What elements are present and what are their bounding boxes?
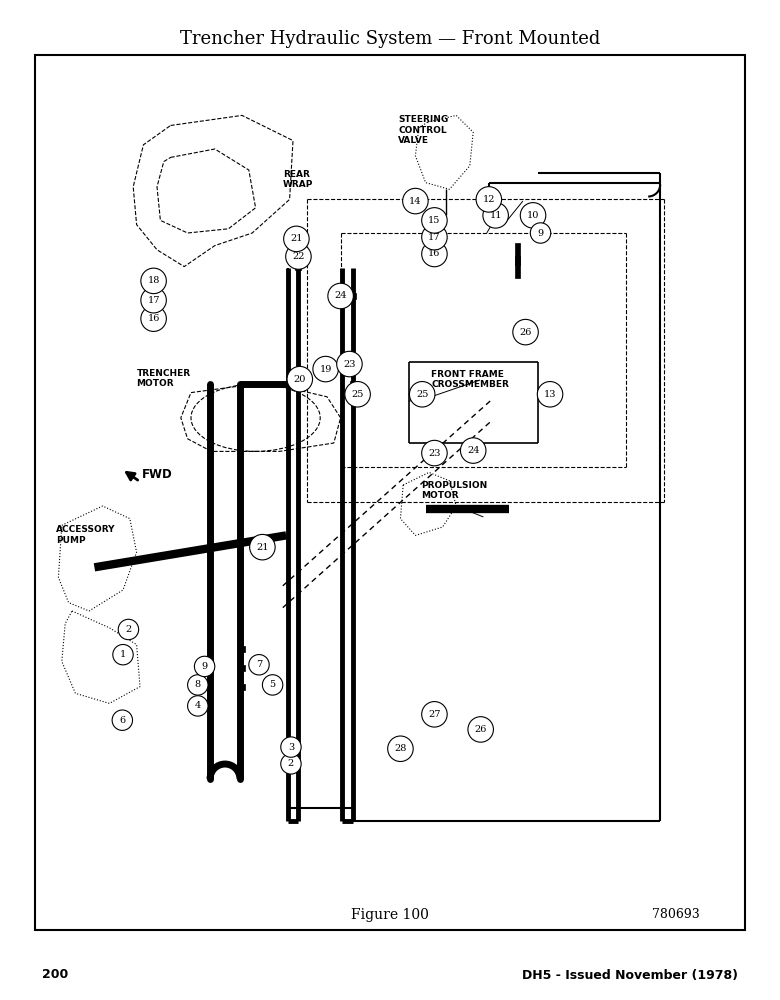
Circle shape <box>422 208 447 233</box>
Text: 25: 25 <box>352 390 363 399</box>
Circle shape <box>537 382 563 407</box>
Circle shape <box>328 283 353 309</box>
Circle shape <box>119 619 139 640</box>
Circle shape <box>313 356 339 382</box>
Text: ACCESSORY
PUMP: ACCESSORY PUMP <box>56 525 116 545</box>
Circle shape <box>281 754 301 774</box>
Text: 17: 17 <box>428 233 441 242</box>
Text: 200: 200 <box>42 968 69 982</box>
Text: 26: 26 <box>519 328 532 337</box>
Circle shape <box>249 655 269 675</box>
Bar <box>296 381 301 387</box>
Text: 13: 13 <box>544 390 556 399</box>
Circle shape <box>520 203 546 228</box>
Bar <box>296 264 301 270</box>
Circle shape <box>112 710 133 730</box>
Text: 14: 14 <box>410 197 422 206</box>
Circle shape <box>113 644 133 665</box>
Text: 16: 16 <box>147 314 160 323</box>
Circle shape <box>512 319 538 345</box>
Circle shape <box>262 675 283 695</box>
Text: 21: 21 <box>256 543 268 552</box>
Bar <box>350 293 356 299</box>
Text: 19: 19 <box>320 365 331 374</box>
Text: 17: 17 <box>147 296 160 305</box>
Circle shape <box>410 382 435 407</box>
Bar <box>516 256 520 278</box>
Text: 12: 12 <box>483 195 495 204</box>
Text: FRONT FRAME
CROSSMEMBER: FRONT FRAME CROSSMEMBER <box>431 370 509 389</box>
Text: 780693: 780693 <box>652 908 700 922</box>
Circle shape <box>530 223 551 243</box>
Text: 4: 4 <box>195 701 201 710</box>
Text: TRENCHER
MOTOR: TRENCHER MOTOR <box>136 369 191 388</box>
Bar <box>35 55 745 930</box>
Bar <box>239 646 245 652</box>
Circle shape <box>468 717 494 742</box>
Circle shape <box>141 268 166 294</box>
Circle shape <box>188 675 208 695</box>
Text: 20: 20 <box>293 375 306 384</box>
Circle shape <box>402 188 428 214</box>
Circle shape <box>422 440 447 466</box>
Text: 8: 8 <box>195 680 201 689</box>
Text: STEERING
CONTROL
VALVE: STEERING CONTROL VALVE <box>399 115 448 145</box>
Bar <box>350 381 356 387</box>
Text: 27: 27 <box>428 710 441 719</box>
Text: PROPULSION
MOTOR: PROPULSION MOTOR <box>421 481 487 500</box>
Circle shape <box>250 534 275 560</box>
Text: 1: 1 <box>120 650 126 659</box>
Circle shape <box>422 224 447 250</box>
Text: 23: 23 <box>343 360 356 369</box>
Circle shape <box>285 244 311 269</box>
Circle shape <box>281 737 301 757</box>
Text: 24: 24 <box>335 292 347 300</box>
Text: Trencher Hydraulic System — Front Mounted: Trencher Hydraulic System — Front Mounte… <box>180 30 600 48</box>
Circle shape <box>422 241 447 267</box>
Text: FWD: FWD <box>142 468 173 481</box>
Circle shape <box>345 382 370 407</box>
Circle shape <box>141 287 166 313</box>
Text: 23: 23 <box>428 449 441 458</box>
Circle shape <box>422 702 447 727</box>
Bar <box>239 665 245 671</box>
Text: 2: 2 <box>126 625 132 634</box>
Text: 2: 2 <box>288 759 294 768</box>
Text: 28: 28 <box>394 744 406 753</box>
Text: REAR
WRAP: REAR WRAP <box>283 170 314 189</box>
Text: 7: 7 <box>256 660 262 669</box>
Text: 24: 24 <box>467 446 480 455</box>
Circle shape <box>476 187 502 212</box>
Text: 3: 3 <box>288 743 294 752</box>
Text: 21: 21 <box>290 234 303 243</box>
Circle shape <box>284 226 309 252</box>
Bar <box>296 247 301 253</box>
Text: 6: 6 <box>119 716 126 725</box>
Text: 15: 15 <box>428 216 441 225</box>
Bar <box>516 243 520 265</box>
Text: 22: 22 <box>292 252 305 261</box>
Circle shape <box>388 736 413 762</box>
Text: 26: 26 <box>474 725 487 734</box>
Text: DH5 - Issued November (1978): DH5 - Issued November (1978) <box>522 968 738 982</box>
Text: 9: 9 <box>537 229 544 237</box>
Bar <box>239 684 245 690</box>
Text: 25: 25 <box>416 390 428 399</box>
Circle shape <box>287 366 313 392</box>
Circle shape <box>460 438 486 463</box>
Text: Figure 100: Figure 100 <box>351 908 429 922</box>
Text: 16: 16 <box>428 249 441 258</box>
Circle shape <box>141 306 166 331</box>
Circle shape <box>337 351 362 377</box>
Text: 10: 10 <box>526 211 539 220</box>
Text: 18: 18 <box>147 276 160 285</box>
Text: 11: 11 <box>489 211 502 220</box>
Text: 9: 9 <box>201 662 207 671</box>
Circle shape <box>194 656 215 677</box>
Text: 5: 5 <box>270 680 275 689</box>
Circle shape <box>188 696 208 716</box>
Circle shape <box>483 203 509 228</box>
